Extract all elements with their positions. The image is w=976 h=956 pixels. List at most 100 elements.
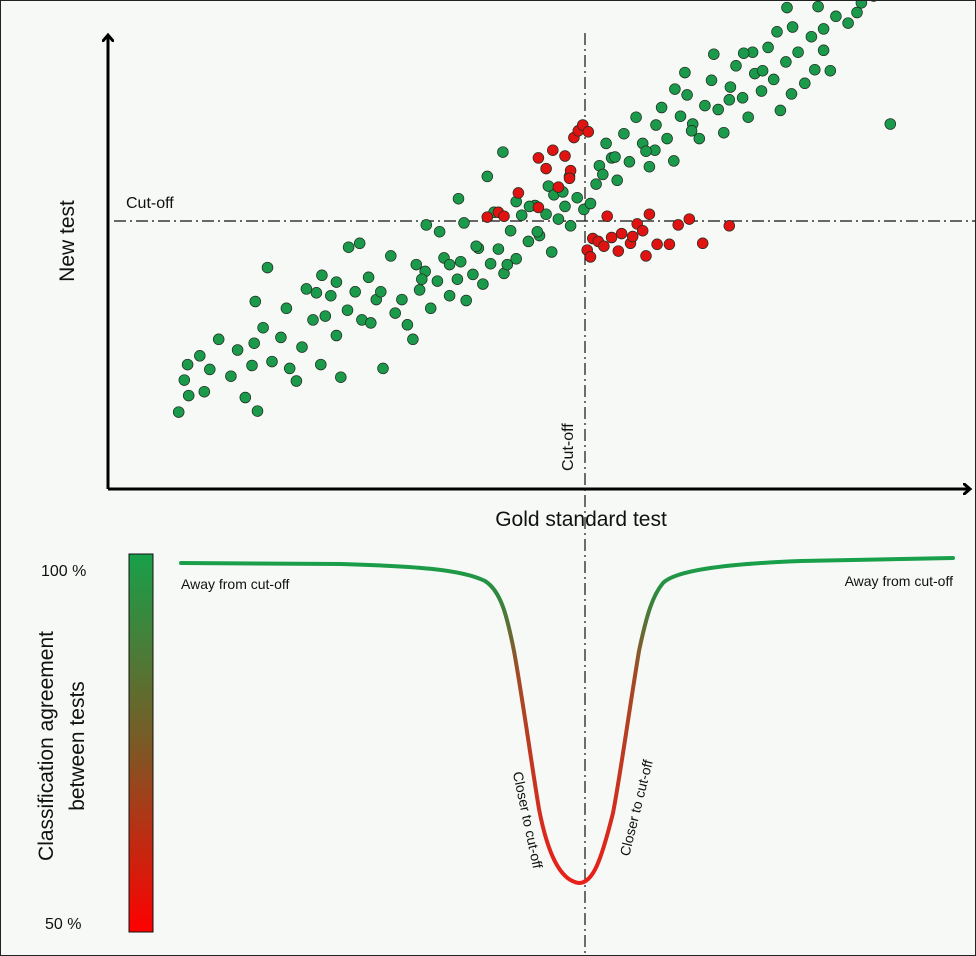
agreement-point [424,302,437,315]
agreement-point [855,1,868,9]
agreement-point [330,276,343,288]
agreement-point [451,273,464,285]
agreement-point [316,269,328,282]
agreement-point [756,64,769,77]
agreement-point [737,47,750,59]
agreement-point [501,258,514,271]
agreement-point [609,151,621,163]
agreement-point [571,191,583,204]
agreement-point [172,406,185,418]
agreement-point [817,23,830,35]
agreement-point [774,104,787,117]
agreement-point [559,200,571,213]
agreement-point [767,73,780,86]
disagreement-point [481,211,494,223]
agreement-point [755,85,768,97]
agreement-point [194,350,206,362]
agreement-point [452,192,465,205]
agreement-point [385,250,397,262]
agreement-point [771,26,783,38]
agreement-point [296,341,308,353]
agreement-point [477,278,489,290]
disagreement-point [498,210,510,222]
agreement-point [584,197,597,210]
disagreement-point [559,150,571,162]
disagreement-point [663,238,676,251]
disagreement-point [584,251,597,263]
disagreement-point [651,238,663,251]
agreement-point [669,83,681,95]
agreement-point [375,286,387,298]
disagreement-point [512,187,525,199]
agreement-point [851,6,863,19]
agreement-point [830,10,842,23]
agreement-point [540,208,552,220]
agreement-point [443,258,456,271]
agreement-point [410,258,423,271]
agreement-point [401,319,414,331]
y-axis-label: New test [56,200,79,282]
disagreement-point [552,181,565,193]
agreement-point [805,30,818,43]
disagreement-point [540,162,552,175]
agreement-point [522,235,535,248]
agreement-point [884,118,897,130]
agreement-point [377,362,389,375]
agreement-point [481,170,494,183]
agreement-point [712,103,724,116]
agreement-point [545,246,558,258]
agreement-point [212,333,225,346]
agreement-point [504,224,517,237]
disagreement-point [723,220,736,232]
agreement-point [204,363,216,376]
agreement-axis-label-2: between tests [66,681,89,811]
agreement-point [389,307,401,319]
disagreement-point [636,224,649,237]
disagreement-point [626,230,639,243]
v-cutoff-label: Cut-off [560,423,577,471]
disagreement-point [612,245,625,257]
agreement-point [780,56,792,68]
agreement-point [460,294,472,307]
disagreement-point [532,152,545,164]
agreement-point [564,220,577,232]
agreement-point [515,209,528,221]
agreement-point [342,241,355,253]
agreement-point [248,337,260,349]
away-right-label: Away from cut-off [845,573,954,589]
disagreement-point [563,172,576,185]
agreement-point [640,145,652,157]
disagreement-point [683,213,696,225]
agreement-point [307,314,319,326]
agreement-gradient-bar [128,553,154,933]
agreement-point [679,66,691,79]
agreement-point [590,178,602,190]
agreement-point [458,217,470,229]
agreement-point [249,295,262,308]
agreement-point [650,119,662,131]
agreement-point [420,219,433,231]
agreement-point [181,358,194,371]
agreement-point [618,127,630,140]
agreement-point [362,271,375,284]
disagreement-point [672,219,684,231]
agreement-point [454,255,467,268]
agreement-point [341,304,354,316]
agreement-point [736,92,749,104]
agreement-point [542,180,555,192]
agreement-point [742,111,754,123]
agreement-point [467,268,479,281]
agreement-point [261,261,274,274]
agreement-point [283,362,296,375]
agreement-point [300,283,313,295]
agreement-point [718,126,730,139]
disagreement-point [605,231,618,244]
agreement-bottom-label: 50 % [45,916,81,933]
agreement-point [693,132,706,145]
agreement-point [681,89,693,101]
agreement-point [325,289,337,302]
agreement-point [396,293,408,306]
agreement-point [792,46,804,58]
agreement-point [724,81,737,93]
agreement-point [349,286,361,298]
